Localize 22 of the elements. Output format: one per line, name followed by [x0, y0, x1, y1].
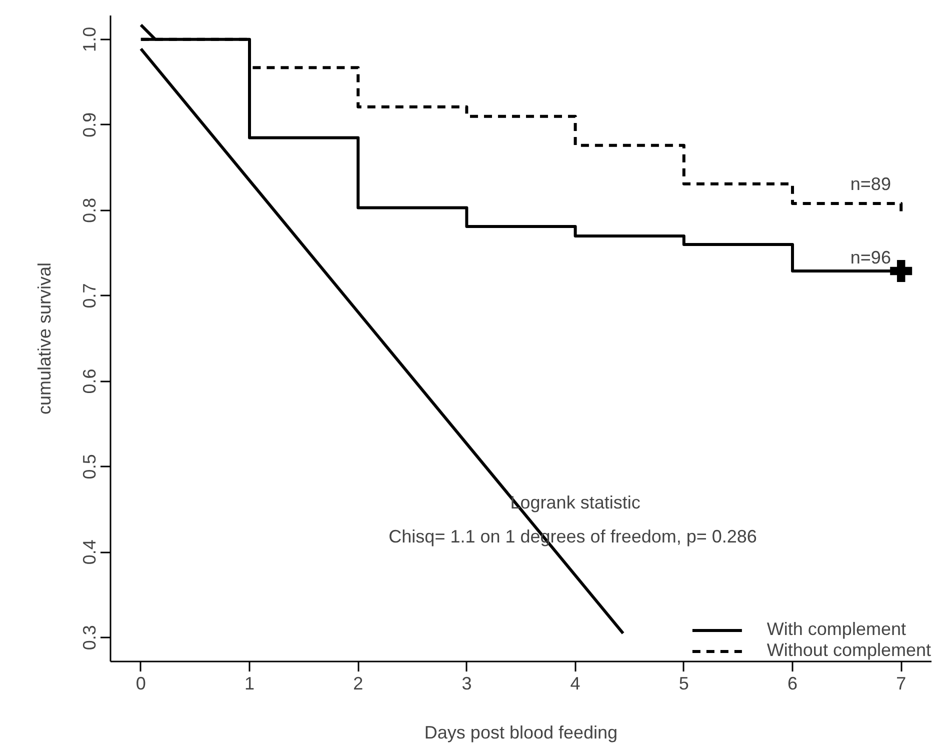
- x-tick-label: 0: [136, 674, 146, 694]
- legend-label: With complement: [766, 619, 906, 640]
- x-tick-label: 2: [353, 674, 364, 694]
- y-tick-label: 0.7: [80, 283, 100, 308]
- legend-label: Without complement: [766, 640, 931, 661]
- x-tick-label: 7: [896, 674, 906, 694]
- y-tick-label: 0.3: [80, 625, 100, 650]
- y-tick-label: 0.8: [80, 198, 100, 223]
- x-tick-label: 4: [570, 674, 580, 694]
- x-axis-title: Days post blood feeding: [424, 722, 618, 742]
- x-tick-label: 1: [244, 674, 255, 694]
- x-tick-label: 6: [787, 674, 798, 694]
- y-tick-label: 0.6: [80, 368, 100, 394]
- annotation: n=96: [850, 247, 891, 268]
- x-tick-label: 5: [678, 674, 689, 694]
- y-tick-label: 0.4: [80, 540, 100, 565]
- y-tick-label: 0.5: [80, 454, 100, 480]
- y-tick-label: 0.9: [80, 112, 100, 138]
- x-tick-label: 3: [462, 674, 472, 694]
- y-tick-label: 1.0: [80, 26, 100, 52]
- y-axis-title: cumulative survival: [34, 262, 54, 415]
- annotation: n=89: [850, 174, 891, 194]
